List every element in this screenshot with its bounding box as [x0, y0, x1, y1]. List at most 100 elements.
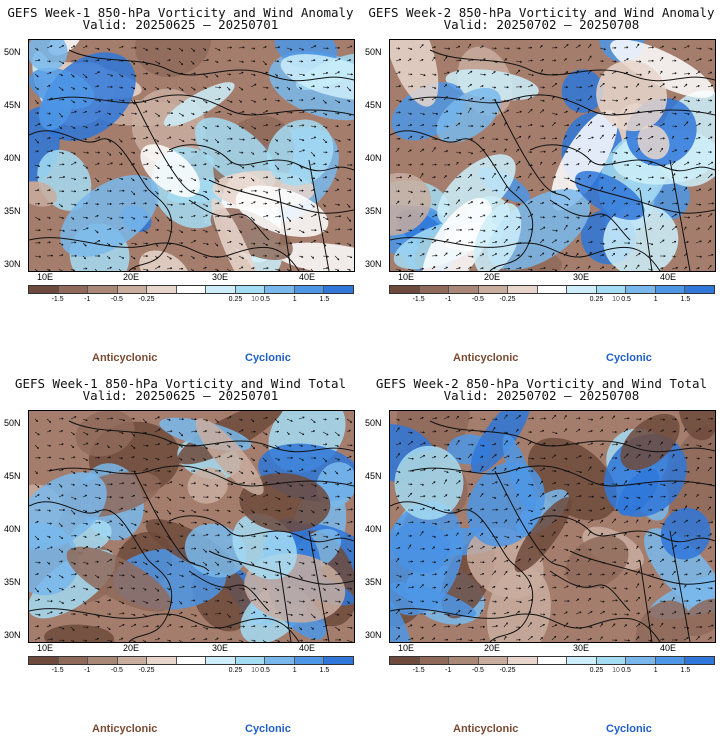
colorbar-tick-label: 1: [653, 667, 658, 674]
lat-tick-label: 30N: [364, 259, 383, 269]
lon-tick-label: 40E: [660, 272, 677, 282]
colorbar-swatch: [294, 657, 325, 664]
colorbar-tick-label: 0.25: [589, 296, 604, 303]
anticyclonic-label: Anticyclonic: [453, 352, 519, 364]
vorticity-map: [28, 410, 355, 643]
colorbar-swatch: [147, 286, 177, 293]
lon-tick-label: 10E: [398, 643, 415, 653]
colorbar-swatch: [596, 286, 627, 293]
colorbar-tick-label: -1: [84, 667, 91, 674]
colorbar-swatch: [117, 657, 148, 664]
cyclonic-label: Cyclonic: [245, 352, 291, 364]
lat-tick-label: 35N: [364, 577, 383, 587]
colorbar-swatch: [58, 286, 89, 293]
map-panel: GEFS Week-2 850-hPa Vorticity and Wind A…: [361, 0, 722, 371]
colorbar-tick-label: -1.5: [51, 296, 64, 303]
anticyclonic-label: Anticyclonic: [453, 723, 519, 735]
lat-tick-label: 50N: [364, 47, 383, 57]
colorbar-swatch: [626, 657, 656, 664]
colorbar-tick-label: 0.25: [589, 667, 604, 674]
lat-tick-label: 40N: [3, 524, 22, 534]
colorbar-swatch: [147, 657, 177, 664]
colorbar-scale-note: 10: [612, 296, 620, 303]
lon-tick-label: 10E: [37, 643, 54, 653]
colorbar-swatch: [294, 286, 325, 293]
colorbar-swatch: [29, 657, 59, 664]
colorbar-tick-label: -0.25: [138, 296, 155, 303]
colorbar-tick-label: -1: [445, 296, 452, 303]
lon-tick-label: 20E: [484, 643, 501, 653]
colorbar-swatch: [596, 657, 627, 664]
lat-tick-label: 35N: [364, 206, 383, 216]
panel-title: GEFS Week-1 850-hPa Vorticity and Wind T…: [14, 376, 347, 391]
lon-tick-label: 20E: [123, 272, 140, 282]
colorbar: [28, 656, 354, 665]
colorbar-swatch: [655, 657, 686, 664]
colorbar: [389, 285, 715, 294]
colorbar-swatch: [449, 657, 479, 664]
lon-tick-label: 20E: [484, 272, 501, 282]
lat-tick-label: 45N: [364, 100, 383, 110]
colorbar-swatch: [478, 657, 509, 664]
lat-tick-label: 45N: [3, 100, 22, 110]
colorbar-swatch: [685, 657, 715, 664]
colorbar-scale-note: 10: [251, 667, 259, 674]
colorbar-tick-label: 1.5: [319, 296, 330, 303]
colorbar: [28, 285, 354, 294]
colorbar-swatch: [655, 286, 686, 293]
colorbar-tick-label: -0.5: [110, 296, 123, 303]
cyclonic-label: Cyclonic: [245, 723, 291, 735]
colorbar-swatch: [537, 286, 568, 293]
map-panel: GEFS Week-2 850-hPa Vorticity and Wind T…: [361, 371, 722, 742]
lon-tick-label: 30E: [573, 643, 590, 653]
lat-tick-label: 40N: [364, 153, 383, 163]
anticyclonic-label: Anticyclonic: [92, 723, 158, 735]
map-panel: GEFS Week-1 850-hPa Vorticity and Wind A…: [0, 0, 361, 371]
colorbar-swatch: [265, 286, 295, 293]
map-panel: GEFS Week-1 850-hPa Vorticity and Wind T…: [0, 371, 361, 742]
lon-tick-label: 40E: [299, 643, 316, 653]
colorbar-tick-label: 1: [292, 296, 297, 303]
colorbar-swatch: [567, 286, 597, 293]
panel-valid-range: Valid: 20250625 – 20250701: [82, 17, 279, 32]
lon-tick-label: 10E: [398, 272, 415, 282]
colorbar-tick-label: 1.5: [680, 296, 691, 303]
colorbar-swatch: [478, 286, 509, 293]
colorbar-swatch: [419, 286, 450, 293]
colorbar-tick-label: -0.5: [110, 667, 123, 674]
colorbar-tick-label: 0.5: [621, 296, 631, 303]
vorticity-map: [389, 410, 716, 643]
colorbar-tick-label: -0.25: [499, 296, 516, 303]
colorbar-tick-label: 1.5: [680, 667, 691, 674]
colorbar-swatch: [235, 657, 266, 664]
colorbar-swatch: [685, 286, 715, 293]
lon-tick-label: 20E: [123, 643, 140, 653]
lat-tick-label: 30N: [364, 630, 383, 640]
lon-tick-label: 40E: [660, 643, 677, 653]
panel-title: GEFS Week-2 850-hPa Vorticity and Wind A…: [368, 5, 715, 20]
colorbar-tick-label: 0.25: [228, 296, 243, 303]
colorbar-swatch: [567, 657, 597, 664]
colorbar-swatch: [419, 657, 450, 664]
colorbar-scale-note: 10: [612, 667, 620, 674]
lat-tick-label: 35N: [3, 577, 22, 587]
lat-tick-label: 30N: [3, 259, 22, 269]
colorbar-tick-label: -0.25: [138, 667, 155, 674]
colorbar: [389, 656, 715, 665]
lon-tick-label: 30E: [573, 272, 590, 282]
colorbar-tick-label: -0.5: [471, 667, 484, 674]
lat-tick-label: 35N: [3, 206, 22, 216]
colorbar-swatch: [390, 657, 420, 664]
colorbar-swatch: [58, 657, 89, 664]
vorticity-map: [389, 39, 716, 272]
lon-tick-label: 30E: [212, 643, 229, 653]
colorbar-swatch: [206, 657, 236, 664]
colorbar-tick-label: 1: [653, 296, 658, 303]
lat-tick-label: 40N: [3, 153, 22, 163]
colorbar-tick-label: -0.25: [499, 667, 516, 674]
colorbar-swatch: [176, 657, 207, 664]
colorbar-tick-label: -0.5: [471, 296, 484, 303]
colorbar-swatch: [449, 286, 479, 293]
lon-tick-label: 10E: [37, 272, 54, 282]
colorbar-tick-label: 1.5: [319, 667, 330, 674]
